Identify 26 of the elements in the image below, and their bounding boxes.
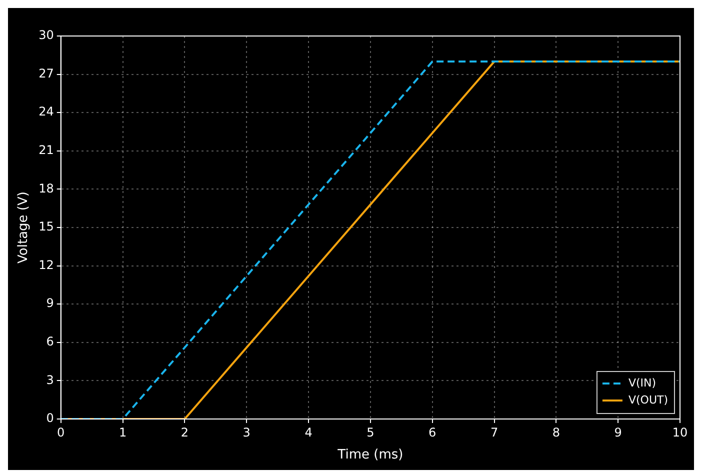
y-tick-label: 9 xyxy=(46,296,54,310)
y-tick-label: 24 xyxy=(38,104,54,119)
y-tick-label: 30 xyxy=(38,28,54,42)
x-tick-label: 0 xyxy=(57,425,65,440)
x-tick-label: 1 xyxy=(118,425,127,440)
x-tick-label: 10 xyxy=(672,425,688,440)
y-tick-label: 6 xyxy=(46,334,54,349)
x-axis-title: Time (ms) xyxy=(336,448,404,463)
x-tick-label: 9 xyxy=(614,425,622,440)
y-tick-label: 18 xyxy=(38,181,54,196)
legend-label: V(OUT) xyxy=(628,393,668,406)
legend-label: V(IN) xyxy=(628,376,656,390)
x-tick-label: 6 xyxy=(428,425,436,440)
x-tick-label: 3 xyxy=(242,425,250,440)
x-tick-label: 2 xyxy=(180,425,189,440)
y-tick-label: 27 xyxy=(38,66,54,80)
x-tick-label: 8 xyxy=(552,425,560,440)
y-tick-label: 15 xyxy=(38,220,54,234)
y-axis-title: Voltage (V) xyxy=(16,192,32,264)
x-tick-label: 7 xyxy=(490,425,498,440)
y-tick-label: 12 xyxy=(38,258,54,272)
x-tick-label: 5 xyxy=(366,425,374,440)
y-tick-label: 0 xyxy=(46,411,54,426)
x-tick-label: 4 xyxy=(304,425,312,440)
y-tick-label: 21 xyxy=(38,143,54,158)
y-tick-label: 3 xyxy=(46,372,54,387)
